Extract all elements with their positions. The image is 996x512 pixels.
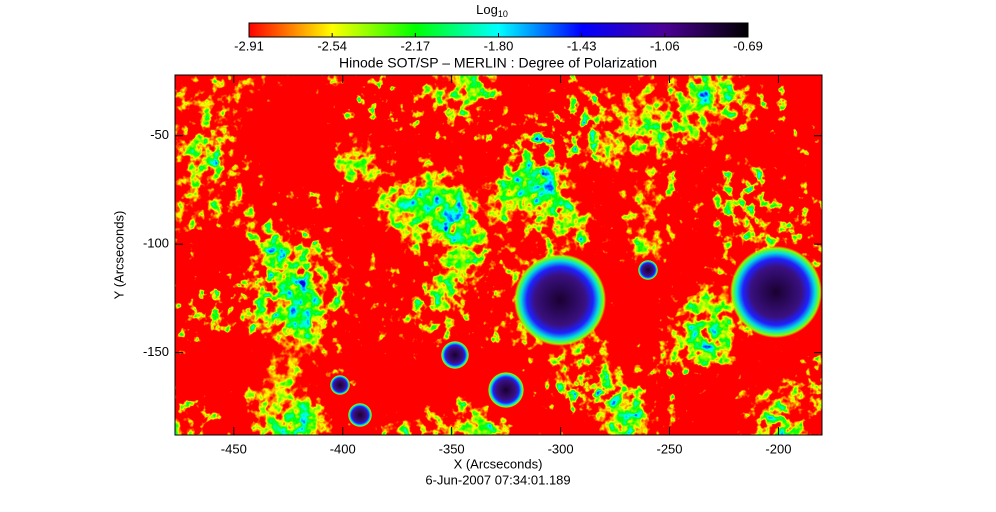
y-tick-label: -100 [143, 236, 169, 251]
colorbar-label-text: Log [476, 2, 498, 17]
x-tick-label: -350 [439, 441, 465, 456]
x-tick-label: -450 [221, 441, 247, 456]
sunspot-feature [441, 341, 469, 369]
y-tick-label: -50 [150, 127, 169, 142]
sunspot-feature [638, 260, 658, 280]
sunspot-feature [514, 254, 606, 346]
colorbar-label-subscript: 10 [498, 9, 508, 19]
colorbar-tick-label: -1.06 [650, 38, 680, 53]
x-tick-label: -250 [656, 441, 682, 456]
y-tick-label: -150 [143, 344, 169, 359]
chart-title: Hinode SOT/SP – MERLIN : Degree of Polar… [339, 55, 657, 71]
sunspot-feature [488, 372, 524, 408]
sunspot-feature [348, 403, 372, 427]
plot-frame [174, 74, 823, 436]
colorbar-tick-label: -0.69 [733, 38, 763, 53]
colorbar-tick-label: -1.80 [484, 38, 514, 53]
sunspot-feature [730, 246, 822, 338]
colorbar-tick-label: -2.17 [401, 38, 431, 53]
colorbar-tick-label: -2.54 [317, 38, 347, 53]
x-axis-label: X (Arcseconds) [454, 456, 543, 471]
x-tick-label: -400 [330, 441, 356, 456]
date-annotation: 6-Jun-2007 07:34:01.189 [425, 472, 570, 487]
colorbar-label: Log10 [476, 2, 508, 19]
colorbar-tick-label: -1.43 [567, 38, 597, 53]
y-axis-label: Y (Arcseconds) [111, 211, 126, 300]
x-tick-label: -300 [548, 441, 574, 456]
sunspot-feature [330, 375, 350, 395]
x-tick-label: -200 [765, 441, 791, 456]
colorbar-tick-label: -2.91 [234, 38, 264, 53]
colorbar [249, 23, 748, 37]
